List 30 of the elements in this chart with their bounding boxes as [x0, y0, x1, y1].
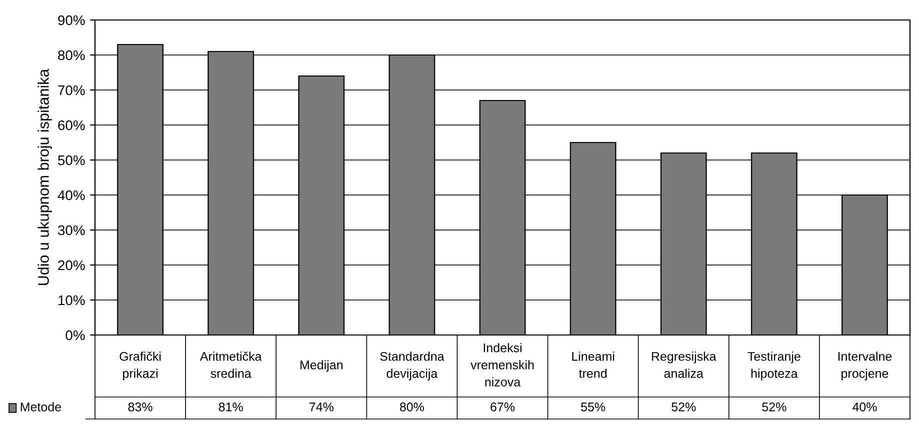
y-tick-label: 20% — [58, 260, 85, 270]
data-label: 74% — [310, 402, 334, 412]
x-tick-label: Aritmetička sredina — [200, 352, 262, 378]
y-tick-label: 40% — [58, 190, 85, 200]
y-tick-label: 60% — [58, 120, 85, 130]
data-label: 40% — [852, 402, 877, 412]
y-tick-label: 80% — [58, 50, 85, 60]
data-label: 80% — [400, 402, 424, 412]
data-label: 81% — [218, 402, 243, 412]
y-tick-label: 50% — [58, 155, 85, 166]
x-tick-label: Lineami trend — [572, 352, 614, 378]
data-label: 55% — [581, 402, 606, 412]
x-tick-label: Medijan — [300, 360, 342, 372]
x-tick-label: Indeksi vremenskih nizova — [470, 343, 534, 386]
x-tick-label: Standardna devijacija — [380, 352, 444, 380]
x-tick-label: Testiranje hipoteza — [748, 352, 800, 380]
y-tick-label: 0% — [66, 330, 85, 340]
x-tick-label: Intervalne procjene — [838, 352, 892, 380]
data-label: 52% — [672, 402, 696, 412]
y-tick-label: 30% — [58, 225, 85, 236]
y-axis-title: Udio u ukupnom broju ispitanika — [38, 68, 52, 286]
x-tick-label: Grafički prikazi — [120, 352, 161, 380]
data-label: 83% — [128, 402, 152, 412]
y-tick-label: 70% — [58, 85, 85, 96]
data-label: 67% — [490, 402, 515, 412]
y-tick-label: 90% — [58, 15, 85, 26]
data-label: 52% — [762, 402, 786, 412]
legend-label: Metode — [20, 402, 61, 412]
y-tick-label: 10% — [58, 295, 85, 306]
x-tick-label: Regresijska analiza — [652, 352, 716, 378]
